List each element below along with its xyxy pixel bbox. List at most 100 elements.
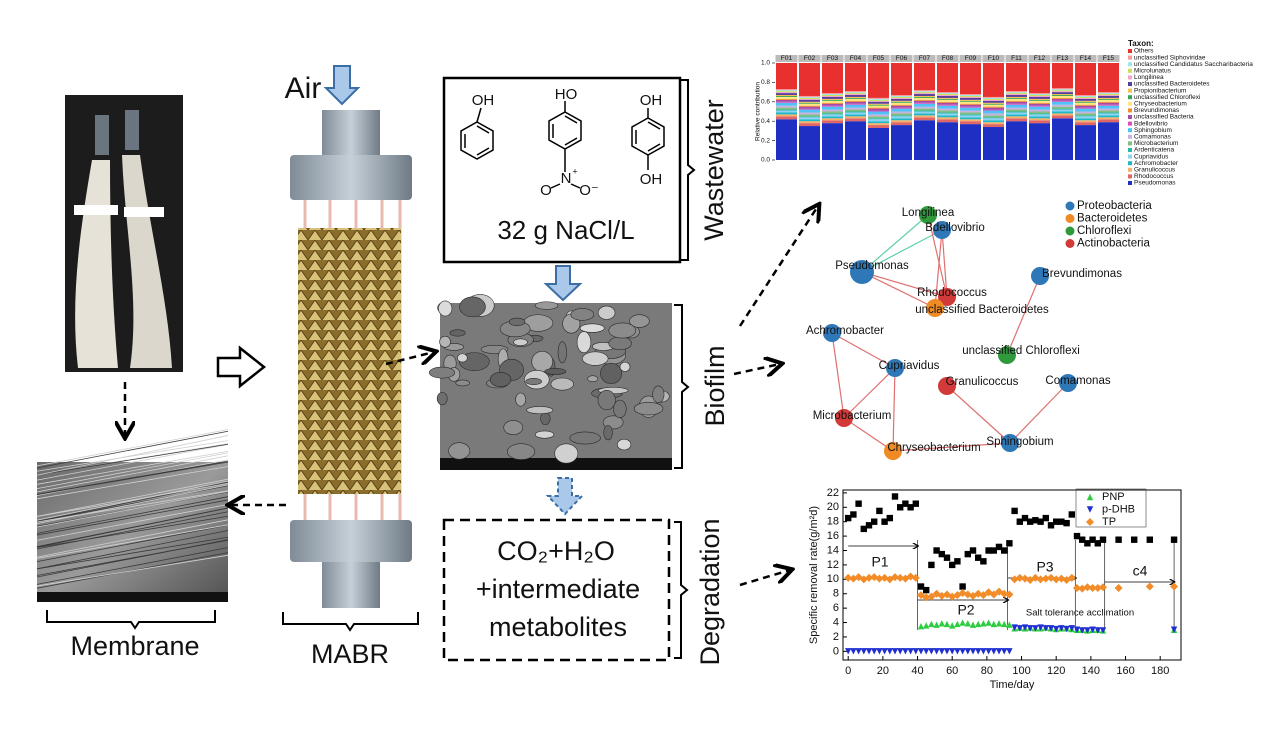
bar-segment xyxy=(1098,110,1119,113)
point xyxy=(865,573,873,582)
point xyxy=(876,507,883,515)
bar-segment xyxy=(1029,94,1050,96)
group-label: F09 xyxy=(965,55,977,62)
bar-segment xyxy=(960,119,981,122)
point xyxy=(923,586,930,594)
bar-segment xyxy=(983,110,1004,114)
product-line: +intermediate xyxy=(476,574,640,604)
bar-segment xyxy=(799,121,820,124)
point xyxy=(865,648,873,655)
bar-segment xyxy=(799,98,820,100)
point xyxy=(1115,536,1122,543)
point xyxy=(995,620,1003,627)
bar-segment xyxy=(1075,63,1096,96)
point xyxy=(922,593,931,602)
point xyxy=(1047,522,1055,529)
texture xyxy=(540,412,551,426)
bar-segment xyxy=(1052,91,1073,93)
texture xyxy=(608,336,632,351)
network-node xyxy=(933,221,951,239)
point xyxy=(1079,627,1086,634)
bar-segment xyxy=(776,90,797,92)
bar-segment xyxy=(1075,108,1096,112)
product-line: metabolites xyxy=(489,612,627,642)
legend-label: Microlunatus xyxy=(1134,68,1172,75)
bar-segment xyxy=(1029,93,1050,95)
texture xyxy=(36,440,229,472)
y-tick-label: 22 xyxy=(827,487,839,499)
bar-segment xyxy=(1006,91,1027,93)
atom-label: OH xyxy=(640,171,663,188)
bar-segment xyxy=(1006,111,1027,113)
bar-segment xyxy=(914,113,935,116)
texture xyxy=(36,443,229,476)
point xyxy=(938,550,945,558)
bar-segment xyxy=(868,127,889,160)
bar-segment xyxy=(1052,94,1073,96)
bar-segment xyxy=(891,102,912,105)
texture xyxy=(439,335,451,348)
point xyxy=(897,648,904,655)
point xyxy=(985,619,992,626)
bar-segment xyxy=(799,109,820,113)
bar-segment xyxy=(983,124,1004,128)
group-label: F01 xyxy=(781,55,793,62)
bar-segment xyxy=(891,95,912,96)
bar-segment xyxy=(822,114,843,117)
point xyxy=(1001,648,1008,655)
bar-segment xyxy=(1052,104,1073,107)
bar-segment xyxy=(983,103,1004,105)
legend-label: Propionibacterium xyxy=(1134,87,1186,94)
bar-segment xyxy=(1075,111,1096,114)
node-label: Rhodococcus xyxy=(917,287,987,299)
bar-segment xyxy=(1098,119,1119,123)
bar-segment xyxy=(1075,104,1096,106)
group-label: F02 xyxy=(804,55,816,62)
bar-segment xyxy=(1029,95,1050,96)
bar-segment xyxy=(799,63,820,96)
bar-segment xyxy=(983,117,1004,119)
y-tick-label: 1.0 xyxy=(761,60,770,67)
point xyxy=(954,648,961,655)
bar-segment xyxy=(1052,108,1073,110)
bar-segment xyxy=(776,107,797,110)
group-label: F15 xyxy=(1103,55,1115,62)
point xyxy=(855,648,862,655)
bar-segment xyxy=(937,122,958,160)
bar-segment xyxy=(960,97,981,100)
texture xyxy=(597,305,616,320)
annotation: c4 xyxy=(1133,563,1148,579)
group-label: F05 xyxy=(873,55,885,62)
bar-segment xyxy=(1098,122,1119,160)
brace xyxy=(681,79,696,261)
bar-segment xyxy=(1075,95,1096,97)
point xyxy=(1114,583,1123,592)
bar-segment xyxy=(914,110,935,112)
network-edge xyxy=(831,332,896,369)
point xyxy=(989,590,998,599)
point xyxy=(917,648,925,655)
point xyxy=(995,543,1003,551)
network-node xyxy=(998,346,1016,364)
bar-segment xyxy=(937,95,958,96)
node-label: unclassified Chloroflexi xyxy=(962,345,1080,357)
point xyxy=(1032,517,1039,524)
bar-segment xyxy=(937,101,958,103)
legend-label: Longilinea xyxy=(1134,74,1164,81)
bar-segment xyxy=(1075,113,1096,116)
legend-swatch xyxy=(1128,121,1132,126)
point xyxy=(938,620,945,627)
point xyxy=(1146,536,1153,543)
bar-segment xyxy=(1098,97,1119,99)
bar-segment xyxy=(799,123,820,127)
bar-segment xyxy=(776,101,797,103)
texture xyxy=(544,368,567,375)
point xyxy=(855,500,862,507)
point xyxy=(907,648,914,655)
bar-segment xyxy=(845,96,866,98)
bar-segment xyxy=(845,111,866,113)
bar-segment xyxy=(1052,97,1073,99)
group-header xyxy=(1051,55,1074,62)
salt-label: 32 g NaCl/L xyxy=(497,215,634,245)
bar-segment xyxy=(1052,109,1073,112)
